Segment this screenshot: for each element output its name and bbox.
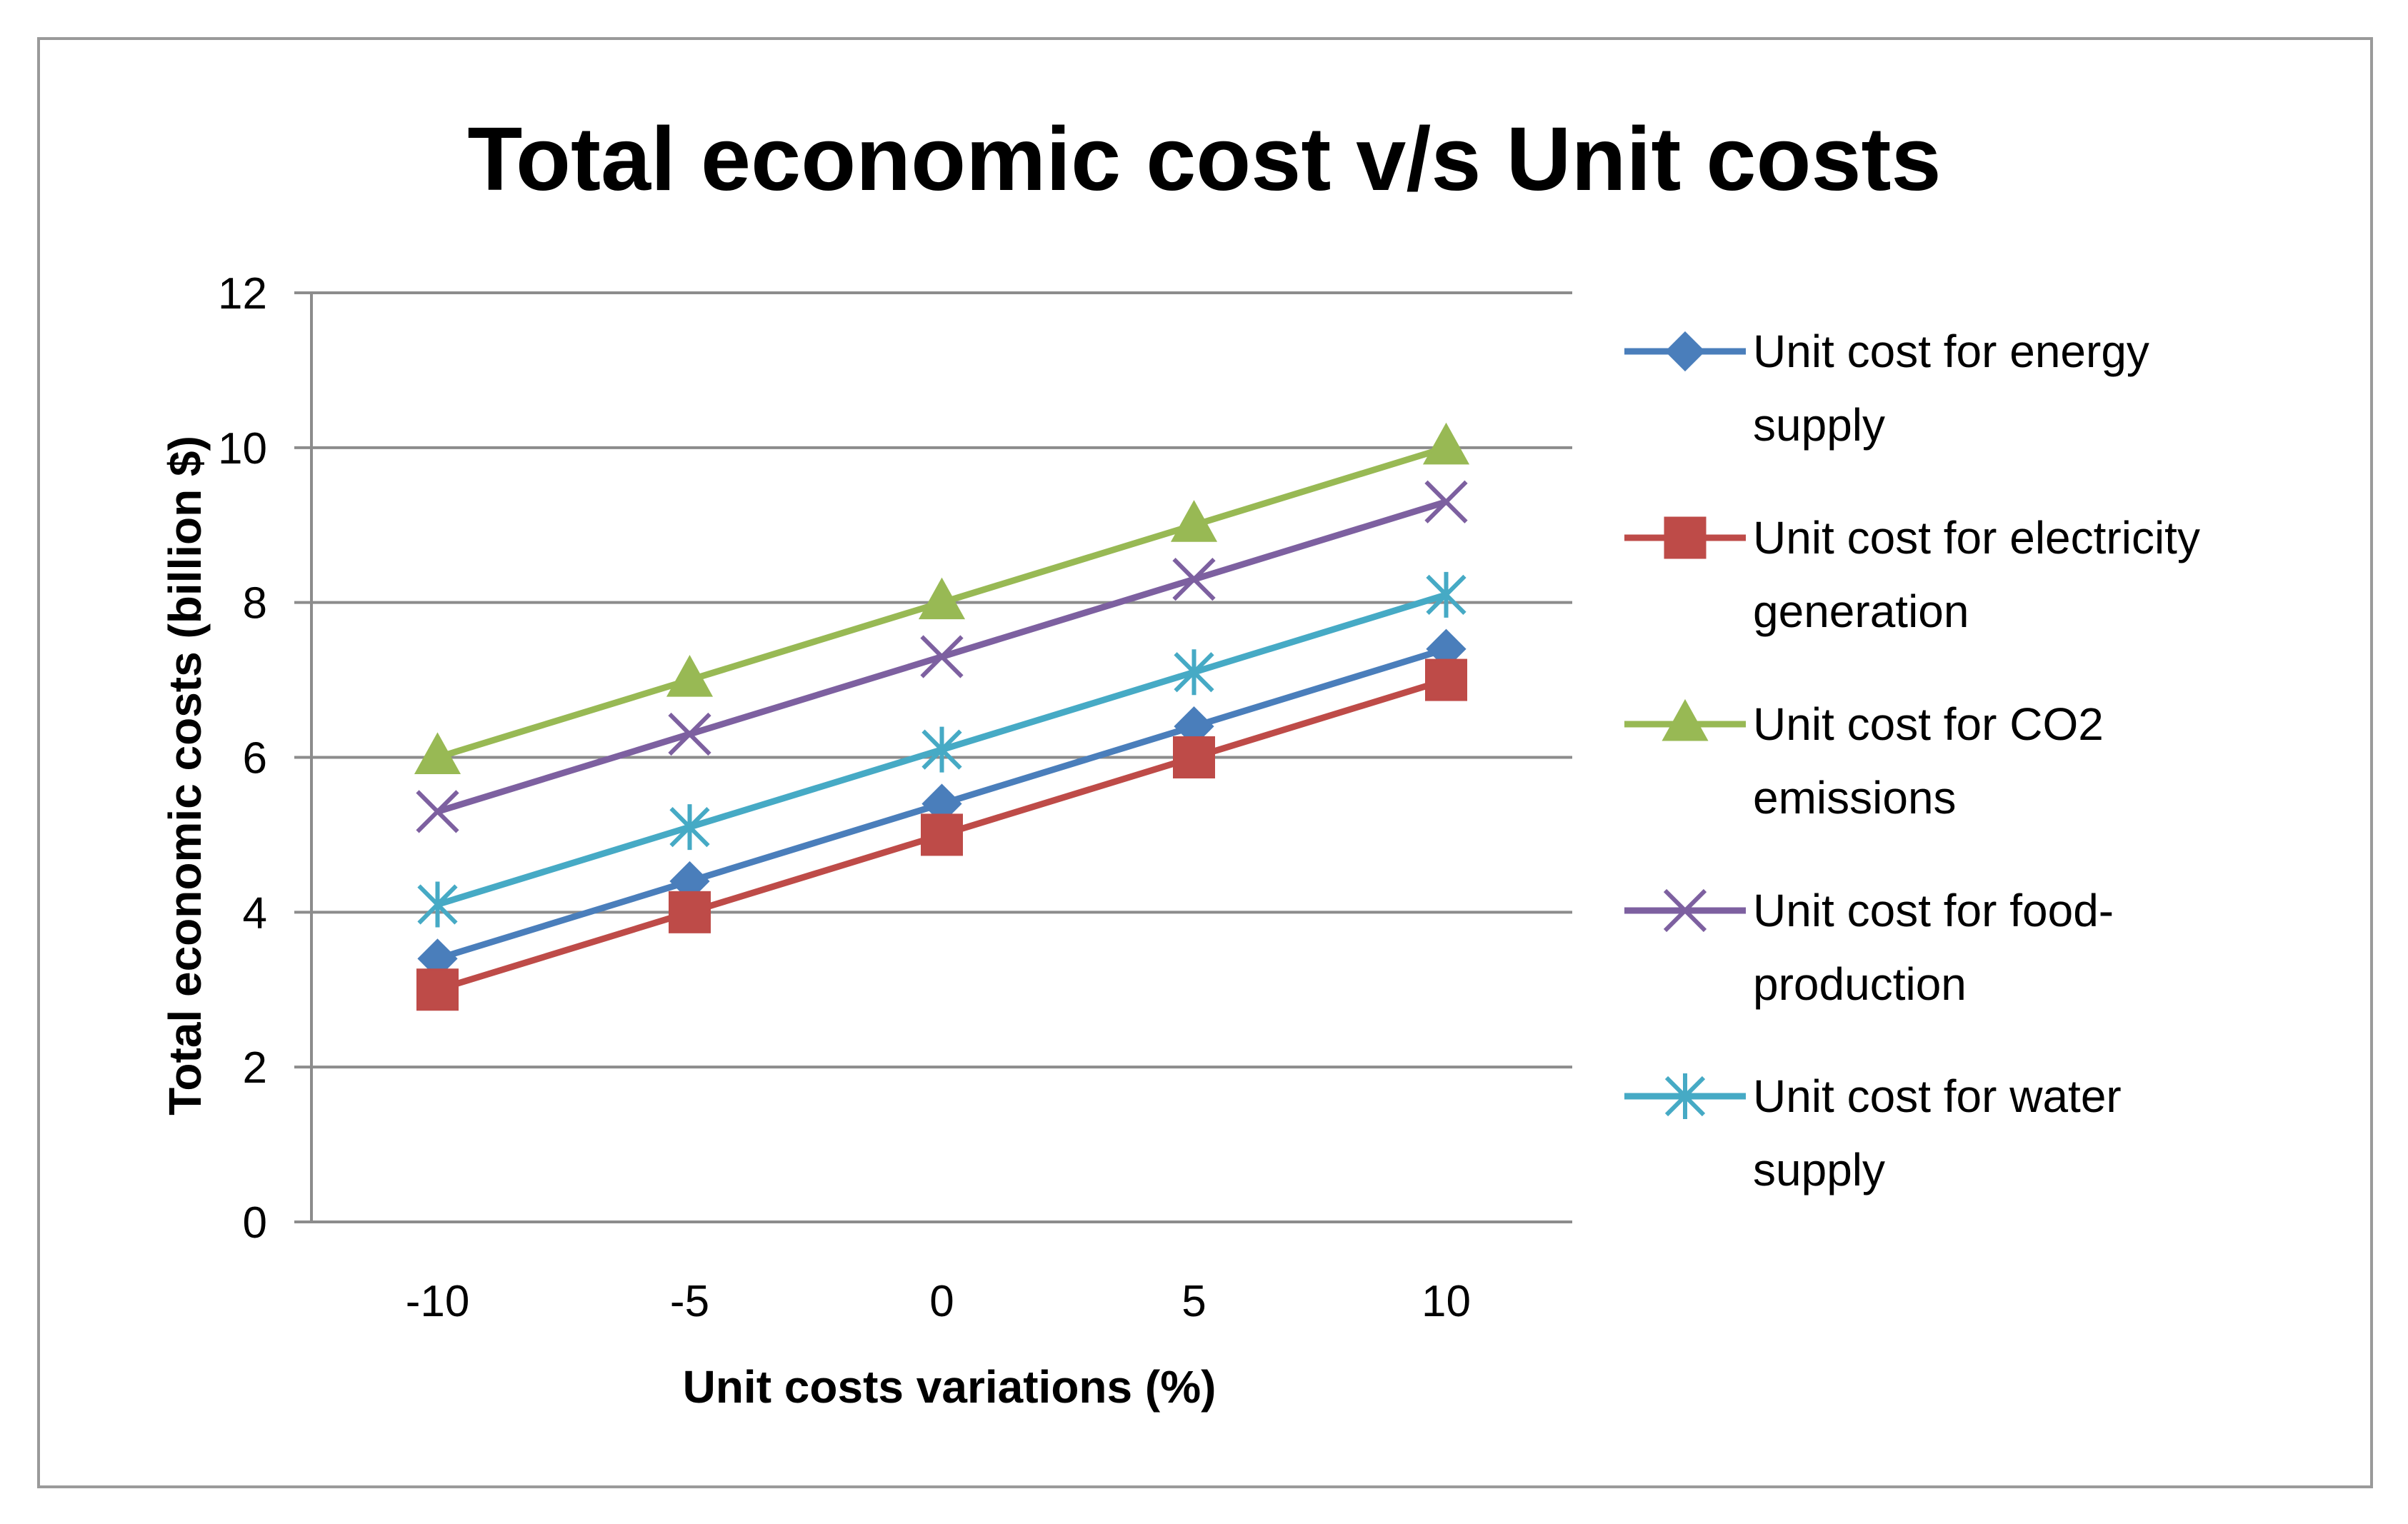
legend-marker-5 (1664, 1073, 1706, 1119)
data-point-s3-2 (666, 654, 714, 697)
legend-label-4: production (1753, 958, 1967, 1010)
legend-marker-2 (1664, 516, 1707, 559)
legend-label-2: generation (1753, 586, 1969, 637)
legend-label-1: Unit cost for energy (1753, 326, 2149, 377)
data-point-s5-4 (1174, 649, 1214, 696)
data-point-s3-3 (918, 577, 966, 620)
legend-label-2: Unit cost for electricity (1753, 512, 2200, 563)
data-point-s3-4 (1170, 500, 1218, 542)
x-tick-label: -5 (670, 1277, 709, 1326)
data-point-s2-4 (1173, 736, 1215, 778)
data-point-s5-5 (1426, 571, 1467, 618)
x-tick-label: 10 (1422, 1277, 1471, 1326)
data-point-s4-4 (1172, 558, 1216, 601)
data-point-s2-2 (669, 891, 711, 933)
line-chart: Total economic cost v/s Unit costs 0 2 4 6 8… (159, 109, 2200, 1413)
data-point-s2-3 (921, 813, 963, 856)
data-point-s5-3 (921, 726, 962, 773)
y-tick-label: 8 (243, 579, 267, 628)
y-tick-label: 0 (243, 1198, 267, 1248)
data-point-s5-2 (669, 804, 710, 851)
y-tick-label: 4 (243, 888, 267, 938)
y-tick-label: 6 (243, 734, 267, 783)
data-point-s3-5 (1422, 422, 1470, 465)
data-point-s4-1 (416, 790, 459, 833)
x-axis-title: Unit costs variations (%) (683, 1361, 1217, 1413)
legend-label-4: Unit cost for food- (1753, 885, 2114, 936)
y-tick-label: 12 (218, 269, 267, 319)
y-tick-label: 2 (243, 1043, 267, 1093)
data-point-s4-3 (920, 635, 964, 678)
legend-marker-4 (1663, 888, 1707, 933)
x-tick-label: 5 (1181, 1277, 1206, 1326)
data-point-s5-1 (417, 881, 458, 928)
x-tick-label: -10 (406, 1277, 470, 1326)
chart-frame: Total economic cost v/s Unit costs 0 2 4 6 8… (37, 37, 2373, 1488)
legend-label-3: Unit cost for CO2 (1753, 698, 2104, 750)
legend-label-1: supply (1753, 399, 1885, 451)
y-tick-label: 10 (218, 424, 267, 473)
chart-title: Total economic cost v/s Unit costs (467, 109, 1941, 209)
y-axis-title: Total economic costs (billion $) (159, 436, 211, 1116)
data-point-s2-1 (416, 968, 459, 1011)
data-point-s4-5 (1424, 480, 1468, 523)
legend-label-5: Unit cost for water (1753, 1071, 2122, 1122)
data-point-s3-1 (414, 732, 461, 774)
data-point-s2-5 (1425, 658, 1467, 701)
x-tick-label: 0 (929, 1277, 954, 1326)
legend-label-3: emissions (1753, 772, 1957, 823)
data-point-s4-2 (668, 712, 711, 756)
legend-marker-1 (1664, 331, 1706, 372)
legend-marker-3 (1662, 698, 1709, 741)
legend-label-5: supply (1753, 1144, 1885, 1195)
